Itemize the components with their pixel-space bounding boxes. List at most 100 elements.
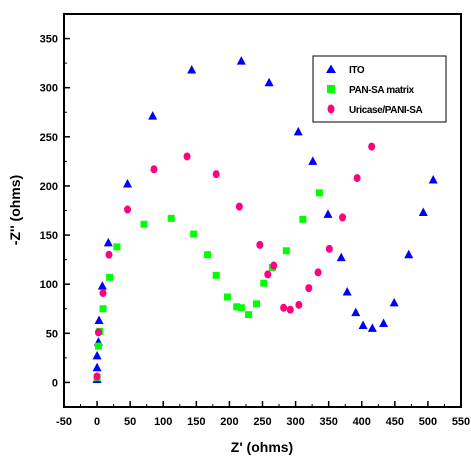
x-tick-label: 400 [353, 416, 371, 428]
y-tick-labels: 0 50 100 150 200 250 300 350 [40, 34, 58, 390]
x-tick-label: 0 [94, 416, 100, 428]
data-point-uricase-pani-sa [353, 174, 361, 183]
data-point-uricase-pani-sa [150, 165, 158, 174]
y-axis-label: -Z'' (ohms) [7, 175, 23, 245]
x-tick-labels: -50 0 50 100 150 200 250 300 350 400 450 500 550 [56, 416, 470, 428]
data-point-pan-sa-matrix [223, 293, 231, 301]
x-tick-label: 150 [187, 416, 205, 428]
data-point-uricase-pani-sa [286, 305, 294, 314]
data-point-pan-sa-matrix [204, 251, 212, 259]
data-point-pan-sa-matrix [113, 243, 121, 251]
x-axis-label: Z' (ohms) [231, 439, 293, 455]
data-point-pan-sa-matrix [245, 311, 253, 319]
data-point-ito [97, 281, 107, 290]
data-point-pan-sa-matrix [260, 279, 268, 287]
data-point-ito [323, 209, 333, 218]
data-point-uricase-pani-sa [105, 250, 113, 259]
x-tick-label: 200 [220, 416, 238, 428]
data-point-ito [236, 56, 246, 65]
data-point-uricase-pani-sa [295, 300, 303, 309]
data-point-pan-sa-matrix [253, 300, 261, 308]
data-point-uricase-pani-sa [325, 244, 333, 253]
data-point-ito [367, 323, 377, 332]
data-point-pan-sa-matrix [99, 305, 107, 313]
data-point-pan-sa-matrix [233, 303, 241, 311]
x-tick-label: 300 [286, 416, 304, 428]
legend-label-pan-sa-matrix: PAN-SA matrix [349, 85, 415, 96]
data-point-pan-sa-matrix [94, 342, 102, 350]
y-tick-label: 350 [40, 34, 58, 46]
legend-triangle-icon [326, 64, 336, 73]
data-point-ito [404, 249, 414, 259]
y-tick-label: 150 [40, 230, 58, 242]
legend-entry-ito: ITO [326, 64, 365, 76]
data-point-uricase-pani-sa [124, 205, 132, 214]
legend-circle-icon [327, 104, 335, 114]
data-point-ito [308, 156, 318, 165]
data-point-ito [351, 307, 361, 317]
data-point-uricase-pani-sa [280, 303, 288, 312]
y-tick-label: 50 [46, 328, 58, 340]
data-point-ito [342, 287, 352, 296]
data-point-uricase-pani-sa [93, 372, 101, 381]
data-point-ito [293, 126, 303, 136]
legend-label-ito: ITO [349, 65, 365, 76]
data-point-uricase-pani-sa [339, 213, 347, 222]
data-point-ito [264, 77, 274, 87]
legend-label-uricase-pani-sa: Uricase/PANI-SA [349, 105, 422, 116]
x-tick-label: 450 [386, 416, 404, 428]
data-point-uricase-pani-sa [314, 268, 322, 277]
data-point-uricase-pani-sa [270, 261, 278, 270]
data-point-pan-sa-matrix [299, 215, 307, 223]
data-point-pan-sa-matrix [190, 230, 198, 238]
data-point-ito [103, 237, 113, 247]
x-tick-label: 550 [452, 416, 470, 428]
data-point-ito [123, 178, 133, 188]
data-point-ito [187, 65, 197, 74]
data-point-ito [336, 252, 346, 262]
x-tick-label: -50 [56, 416, 72, 428]
data-point-uricase-pani-sa [94, 328, 102, 337]
y-tick-label: 200 [40, 181, 58, 193]
data-point-pan-sa-matrix [140, 220, 148, 228]
x-tick-label: 100 [154, 416, 172, 428]
legend: ITO PAN-SA matrix Uricase/PANI-SA [312, 55, 447, 123]
data-point-ito [92, 350, 102, 360]
y-tick-label: 300 [40, 83, 58, 95]
data-point-uricase-pani-sa [212, 170, 220, 179]
x-tick-label: 250 [253, 416, 271, 428]
legend-box [312, 55, 447, 123]
data-point-uricase-pani-sa [264, 270, 272, 279]
data-point-ito [389, 297, 399, 307]
y-tick-label: 100 [40, 279, 58, 291]
data-point-pan-sa-matrix [167, 214, 175, 222]
data-point-ito [428, 175, 438, 184]
data-point-uricase-pani-sa [305, 284, 313, 293]
data-point-ito [92, 362, 102, 372]
tick-marks [63, 13, 462, 408]
data-points [92, 56, 438, 383]
data-point-uricase-pani-sa [183, 152, 191, 161]
x-tick-label: 50 [124, 416, 136, 428]
data-point-ito [148, 111, 158, 120]
y-tick-label: 0 [52, 377, 58, 389]
data-point-uricase-pani-sa [368, 142, 376, 151]
data-point-ito [418, 207, 428, 216]
data-point-ito [94, 315, 104, 325]
data-point-uricase-pani-sa [99, 289, 107, 298]
data-point-uricase-pani-sa [256, 240, 264, 249]
data-point-pan-sa-matrix [106, 273, 114, 281]
data-point-pan-sa-matrix [315, 189, 323, 197]
y-tick-label: 250 [40, 132, 58, 144]
data-point-ito [379, 318, 389, 327]
data-point-pan-sa-matrix [212, 271, 220, 279]
data-point-uricase-pani-sa [235, 202, 243, 211]
series-2 [93, 142, 376, 381]
legend-square-icon [327, 85, 335, 93]
x-tick-label: 350 [319, 416, 337, 428]
x-tick-label: 500 [419, 416, 437, 428]
legend-entry-uricase-pani-sa: Uricase/PANI-SA [327, 104, 423, 116]
legend-entry-pan-sa-matrix: PAN-SA matrix [327, 85, 415, 96]
data-point-pan-sa-matrix [282, 247, 290, 255]
